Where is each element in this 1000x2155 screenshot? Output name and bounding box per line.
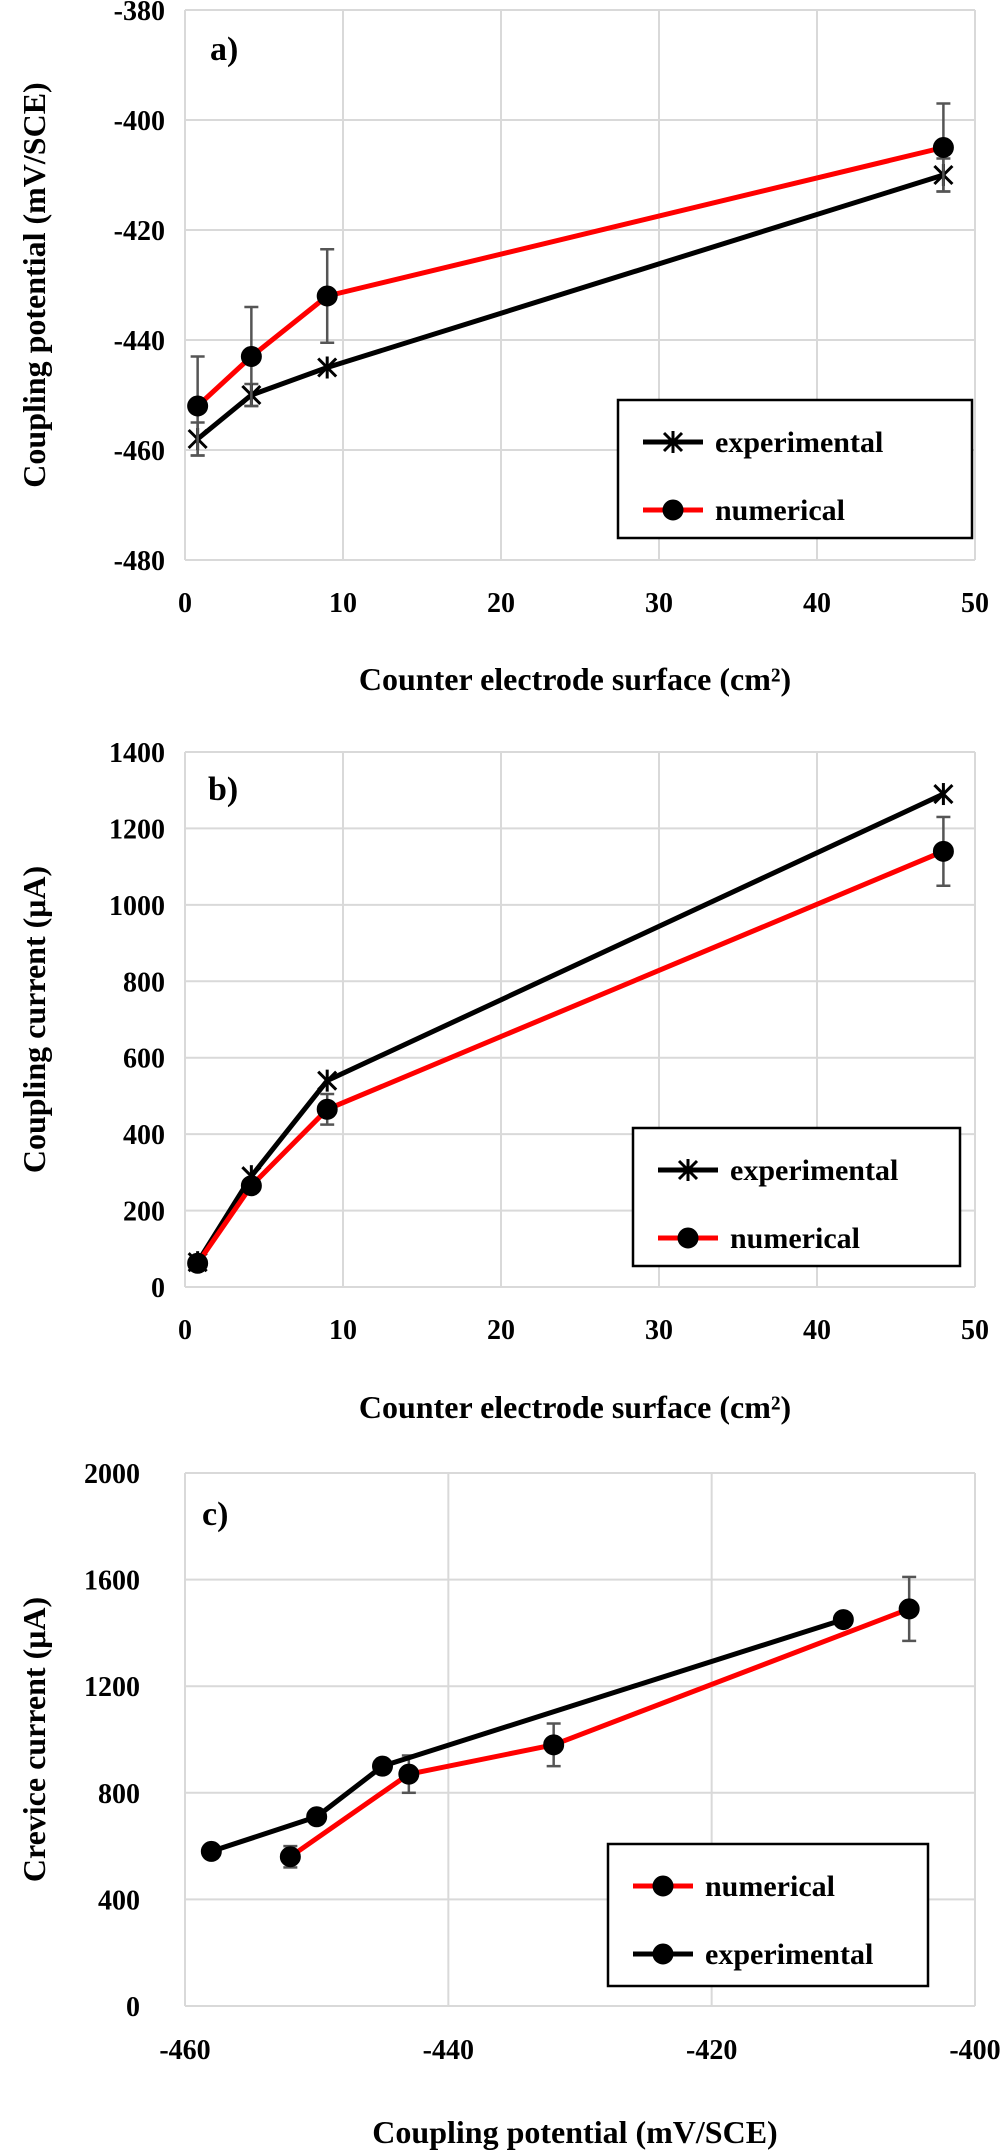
panel-c-xtick-label: -400 <box>949 2035 1000 2066</box>
panel-c-series-numerical <box>279 1575 920 1869</box>
panel-a-ytick-label: -460 <box>114 436 165 467</box>
panel-b-numerical-point <box>932 840 954 862</box>
panel-b-legend: experimental numerical <box>631 1126 962 1268</box>
panel-b-ytick-label: 1200 <box>109 814 165 845</box>
panel-b: 0 200 400 600 800 1000 1200 1400 0 10 20 30 40 50 Coun… <box>16 738 989 1425</box>
panel-c-legend: numerical experimental <box>606 1842 930 1988</box>
panel-a-legend-entry-numerical: numerical <box>643 494 845 527</box>
panel-c-panel-label: c) <box>202 1496 228 1533</box>
panel-c-series-experimental <box>200 1609 854 1862</box>
panel-c-ytick-label: 1200 <box>84 1672 140 1703</box>
panel-a-legend-label: numerical <box>715 494 845 527</box>
panel-c-experimental-point <box>372 1755 393 1777</box>
panel-c-legend-entry-experimental: experimental <box>633 1938 873 1971</box>
panel-b-xtick-label: 40 <box>803 1315 831 1346</box>
panel-b-numerical-line <box>195 849 945 1265</box>
panel-c-ytick-label: 2000 <box>84 1459 140 1490</box>
panel-c-ytick-label: 1600 <box>84 1566 140 1597</box>
panel-b-ytick-label: 400 <box>123 1120 165 1151</box>
panel-b-xtick-label: 50 <box>961 1315 989 1346</box>
panel-b-legend-entry-experimental: experimental <box>658 1154 898 1187</box>
panel-a-legend-marker <box>662 499 684 521</box>
panel-c-legend-marker <box>652 1943 674 1965</box>
panel-b-ytick-label: 800 <box>123 967 165 998</box>
panel-c-xtick-label: -440 <box>423 2035 474 2066</box>
panel-b-y-axis-label: Coupling current (μA) <box>16 866 52 1173</box>
panel-c-xtick-label: -420 <box>686 2035 737 2066</box>
panel-a-numerical-point <box>187 395 209 417</box>
panel-b-ytick-label: 600 <box>123 1044 165 1075</box>
panel-c-y-axis-label: Crevice current (μA) <box>16 1597 52 1882</box>
panel-c-numerical-point <box>398 1763 420 1785</box>
panel-c-x-axis-label: Coupling potential (mV/SCE) <box>372 2114 777 2150</box>
panel-c-experimental-point <box>200 1840 222 1862</box>
panel-c-xtick-label: -460 <box>159 2035 210 2066</box>
panel-c-experimental-point <box>306 1806 328 1828</box>
panel-b-panel-label: b) <box>208 771 238 808</box>
panel-a-xtick-label: 10 <box>329 588 357 619</box>
panel-c-experimental-point <box>832 1609 854 1631</box>
panel-a-experimental-point <box>317 356 338 379</box>
panel-b-xtick-label: 20 <box>487 1315 515 1346</box>
panel-b-ytick-label: 1400 <box>109 738 165 769</box>
panel-a-legend-entry-experimental: experimental <box>643 426 883 459</box>
panel-a-xtick-label: 0 <box>178 588 192 619</box>
panel-b-numerical-point <box>187 1252 209 1274</box>
panel-a-series-numerical <box>187 102 954 457</box>
panel-c-ytick-label: 0 <box>126 1992 140 2023</box>
panel-b-experimental-point <box>317 1069 338 1092</box>
panel-c-ytick-label: 800 <box>98 1779 140 1810</box>
panel-a-ytick-label: -420 <box>114 216 165 247</box>
panel-c-numerical-point <box>898 1598 920 1620</box>
panel-a: -480 -460 -440 -420 -400 -380 0 10 20 30 40 50 Count… <box>16 0 989 697</box>
panel-b-experimental-point <box>933 783 954 806</box>
panel-c-numerical-point <box>543 1734 565 1756</box>
panel-c: 0 400 800 1200 1600 2000 -460 -440 -420 -400 Coupl… <box>16 1459 1000 2150</box>
panel-c-legend-label: experimental <box>705 1938 873 1971</box>
panel-a-numerical-point <box>240 346 262 367</box>
panel-a-panel-label: a) <box>210 31 238 68</box>
panel-c-experimental-line <box>210 1617 845 1854</box>
panel-c-legend-label: numerical <box>705 1870 835 1903</box>
panel-a-xtick-label: 50 <box>961 588 989 619</box>
panel-b-experimental-line <box>195 791 945 1264</box>
panel-b-numerical-point <box>240 1175 262 1197</box>
panel-b-xtick-label: 0 <box>178 1315 192 1346</box>
panel-a-numerical-point <box>316 285 338 307</box>
panel-b-ytick-label: 1000 <box>109 891 165 922</box>
panel-c-legend-entry-numerical: numerical <box>633 1870 835 1903</box>
panel-a-ytick-label: -440 <box>114 326 165 357</box>
panel-b-x-axis-label: Counter electrode surface (cm²) <box>359 1389 791 1425</box>
panel-b-legend-marker <box>677 1159 699 1181</box>
panel-a-numerical-line <box>195 145 944 408</box>
panel-a-legend: experimental numerical <box>616 398 974 540</box>
panel-b-legend-marker <box>677 1227 699 1249</box>
panel-a-ytick-label: -380 <box>114 0 165 27</box>
panel-b-xtick-label: 30 <box>645 1315 673 1346</box>
panel-a-xtick-label: 20 <box>487 588 515 619</box>
panel-b-series-numerical <box>187 815 954 1274</box>
panel-a-experimental-line <box>196 172 945 441</box>
panel-c-numerical-point <box>279 1846 301 1868</box>
panel-b-legend-label: numerical <box>730 1222 860 1255</box>
panel-c-numerical-line <box>288 1606 911 1859</box>
panel-a-legend-marker <box>662 431 684 453</box>
panel-b-xtick-label: 10 <box>329 1315 357 1346</box>
panel-a-xtick-label: 40 <box>803 588 831 619</box>
panel-a-y-axis-label: Coupling potential (mV/SCE) <box>16 82 52 487</box>
panel-a-xtick-label: 30 <box>645 588 673 619</box>
panel-b-ytick-label: 0 <box>151 1273 165 1304</box>
panel-a-ytick-label: -400 <box>114 106 165 137</box>
panel-a-numerical-point <box>932 137 954 158</box>
panel-b-legend-label: experimental <box>730 1154 898 1187</box>
panel-b-numerical-point <box>316 1098 338 1120</box>
panel-c-legend-marker <box>652 1875 674 1897</box>
panel-b-ytick-label: 200 <box>123 1197 165 1228</box>
panel-c-ytick-label: 400 <box>98 1885 140 1916</box>
panel-a-ytick-label: -480 <box>114 546 165 577</box>
panel-b-legend-entry-numerical: numerical <box>658 1222 860 1255</box>
panel-a-x-axis-label: Counter electrode surface (cm²) <box>359 661 791 697</box>
panel-a-legend-label: experimental <box>715 426 883 459</box>
